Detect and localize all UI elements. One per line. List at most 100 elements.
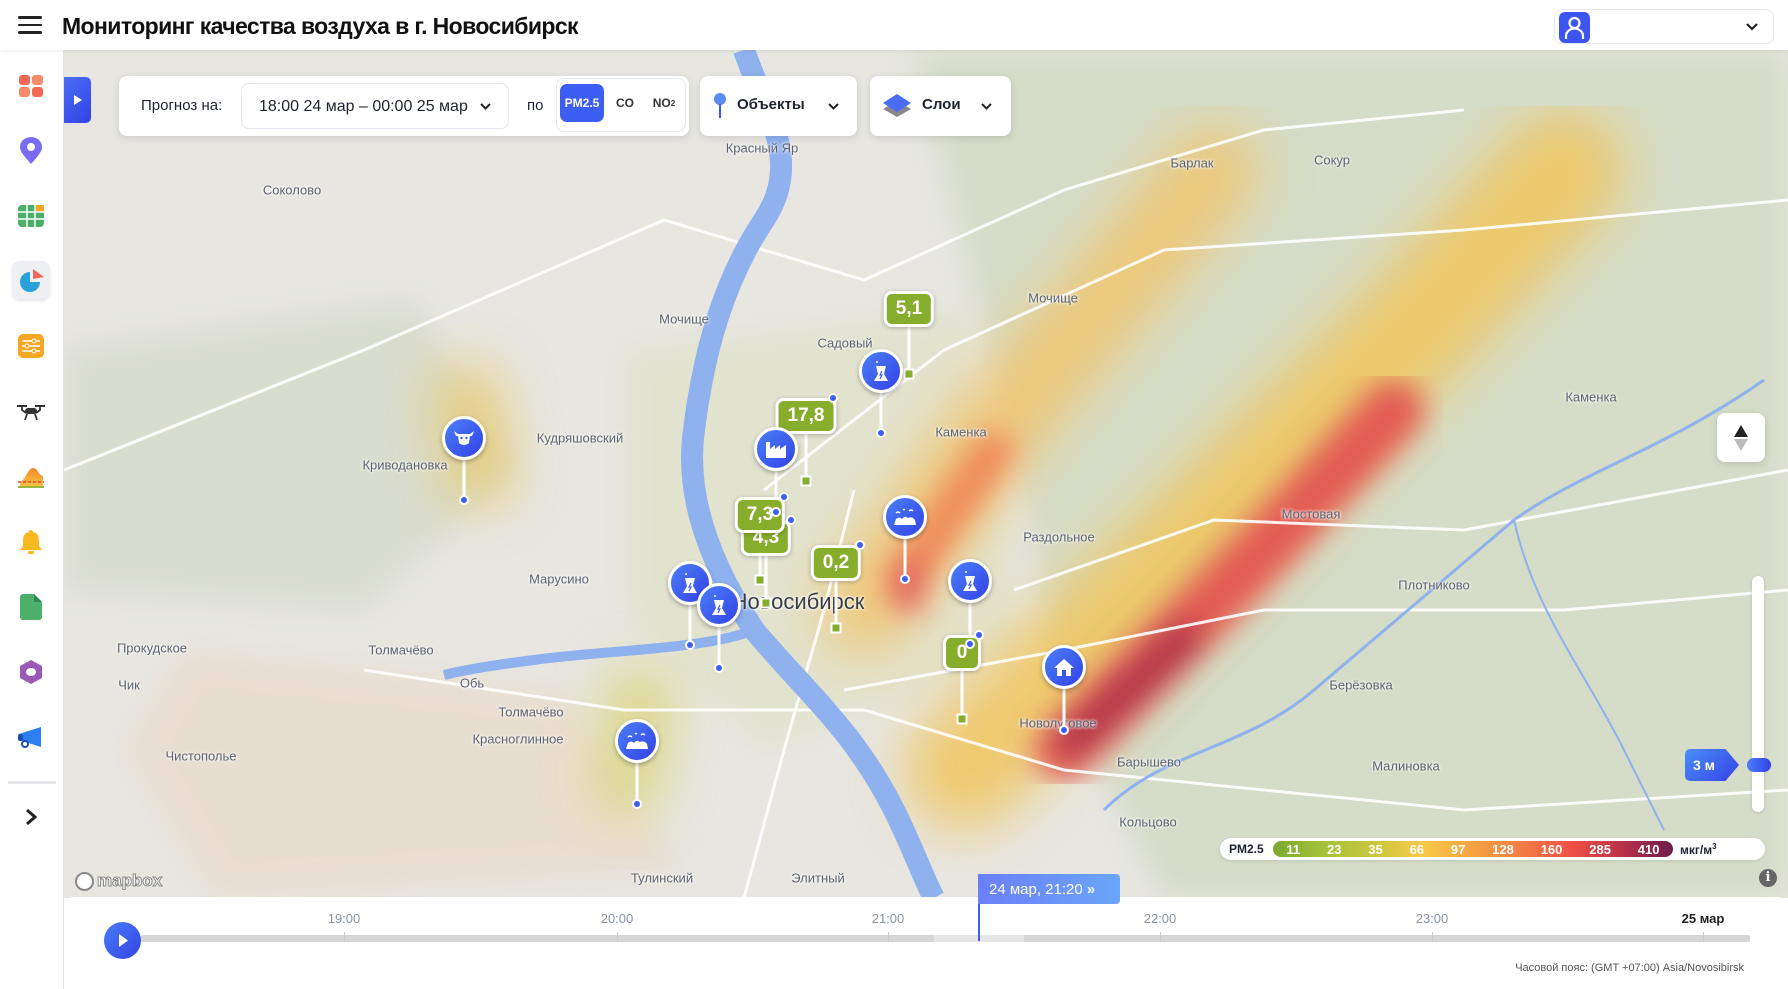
height-slider-handle[interactable] xyxy=(1747,758,1771,772)
sidebar-item-notifications[interactable] xyxy=(12,718,50,756)
sensor-marker[interactable] xyxy=(800,475,812,487)
timeline-cursor[interactable] xyxy=(978,897,980,941)
page-title: Мониторинг качества воздуха в г. Новосиб… xyxy=(62,13,579,39)
legend-unit: мкг/м3 xyxy=(1680,842,1717,857)
sensor-marker[interactable] xyxy=(830,622,842,634)
sidebar-item-objects[interactable] xyxy=(12,653,50,691)
legend-stop: 410 xyxy=(1637,841,1660,857)
pin-anchor xyxy=(965,639,975,649)
sidebar-item-analytics[interactable] xyxy=(12,261,50,299)
pollutant-no2-button[interactable]: NO 2 xyxy=(652,96,676,110)
area-chart-icon xyxy=(18,468,44,488)
map-label: Элитный xyxy=(791,870,845,886)
timezone-label: Часовой пояс: (GMT +07:00) Asia/Novosibi… xyxy=(1515,962,1744,974)
sensor-location-dot[interactable] xyxy=(779,492,789,502)
map-label: Барышево xyxy=(1117,754,1181,770)
cow-icon xyxy=(454,431,474,445)
pollutant-co-button[interactable]: CO xyxy=(616,96,634,110)
source-marker-farm[interactable] xyxy=(442,416,486,460)
period-select[interactable]: 18:00 24 мар – 00:00 25 мар xyxy=(241,83,509,129)
height-badge: 3 м xyxy=(1685,749,1739,781)
sidebar-item-drones[interactable] xyxy=(12,393,50,431)
timeline-tick-label: 20:00 xyxy=(600,911,634,926)
source-marker-house[interactable] xyxy=(1042,645,1086,689)
sidebar-item-chart[interactable] xyxy=(12,458,50,496)
sidebar-item-documents[interactable] xyxy=(12,588,50,626)
source-marker-landfill[interactable] xyxy=(615,719,659,763)
sensor-marker[interactable] xyxy=(760,597,772,609)
chevron-down-icon xyxy=(480,103,491,110)
current-time-badge[interactable]: 24 мар, 21:20 » xyxy=(978,874,1120,904)
mapbox-logo[interactable]: mapbox xyxy=(75,871,163,891)
double-chevron-right-icon: » xyxy=(1086,881,1096,898)
map-label: Плотниково xyxy=(1398,577,1470,593)
sidebar-item-dashboard[interactable] xyxy=(12,67,50,105)
hexagon-icon xyxy=(20,660,42,684)
sensor-marker[interactable] xyxy=(754,574,766,586)
play-button[interactable] xyxy=(104,922,141,959)
sensor-marker[interactable] xyxy=(956,713,968,725)
source-marker-factory[interactable] xyxy=(754,427,798,471)
sensor-marker[interactable] xyxy=(903,368,915,380)
map-label-city: Новосибирск xyxy=(731,589,865,614)
chevron-down-icon xyxy=(828,103,839,110)
map[interactable]: Красный Яр Соколово Барлак Сокур Мочище … xyxy=(64,50,1788,898)
map-base xyxy=(64,50,1788,898)
chevron-right-icon xyxy=(26,808,38,826)
legend-stop: 11 xyxy=(1286,841,1301,857)
sidebar-item-locations[interactable] xyxy=(12,132,50,170)
legend-stop: 128 xyxy=(1492,841,1514,857)
sensor-location-dot[interactable] xyxy=(855,540,865,550)
pollutant-pm25-button[interactable]: PM2.5 xyxy=(560,84,604,122)
sidebar-item-settings[interactable] xyxy=(12,327,50,365)
expand-panel-button[interactable] xyxy=(64,77,91,123)
hamburger-icon[interactable] xyxy=(18,16,42,34)
objects-label: Объекты xyxy=(737,96,805,113)
sidebar-expand-button[interactable] xyxy=(12,798,50,836)
sensor-value[interactable]: 17,8 xyxy=(775,398,837,434)
source-marker-power-plant[interactable] xyxy=(948,559,992,603)
sensor-value[interactable]: 5,1 xyxy=(883,291,935,327)
legend: PM2.5 11 23 35 66 97 128 160 285 410 мкг/м3 xyxy=(1220,838,1765,860)
height-slider[interactable] xyxy=(1752,576,1764,812)
user-menu-dropdown[interactable] xyxy=(1554,9,1774,44)
legend-pollutant: PM2.5 xyxy=(1229,842,1264,856)
layers-dropdown[interactable]: Слои xyxy=(870,76,1011,136)
sensor-value[interactable]: 0,2 xyxy=(810,545,862,581)
pin-anchor xyxy=(1059,725,1069,735)
timeline-tick-label: 19:00 xyxy=(327,911,361,926)
legend-stop: 97 xyxy=(1450,841,1466,857)
timeline-tick-label: 21:00 xyxy=(871,911,905,926)
header: Мониторинг качества воздуха в г. Новосиб… xyxy=(0,0,1788,50)
pin-icon xyxy=(714,93,726,118)
factory-icon xyxy=(766,442,786,458)
pin-anchor xyxy=(876,428,886,438)
sensor-value[interactable]: 0 xyxy=(943,635,981,671)
user-icon xyxy=(1559,12,1590,43)
sensor-value[interactable]: 7,3 xyxy=(734,497,786,533)
map-label: Толмачёво xyxy=(368,642,434,658)
landfill-icon xyxy=(626,732,648,749)
map-label: Барлак xyxy=(1170,155,1214,171)
table-icon xyxy=(18,205,44,227)
legend-stop: 285 xyxy=(1589,841,1611,857)
dashboard-icon xyxy=(19,75,43,97)
timeline-tick-label: 23:00 xyxy=(1415,911,1449,926)
sensor-location-dot[interactable] xyxy=(828,393,838,403)
compass-button[interactable] xyxy=(1717,413,1765,462)
power-plant-icon xyxy=(874,361,888,381)
power-plant-icon xyxy=(712,595,726,615)
sliders-icon xyxy=(18,334,44,358)
objects-dropdown[interactable]: Объекты xyxy=(700,76,857,136)
sidebar-item-table[interactable] xyxy=(12,197,50,235)
sensor-location-dot[interactable] xyxy=(974,630,984,640)
source-marker-landfill[interactable] xyxy=(883,495,927,539)
document-icon xyxy=(20,594,42,620)
sidebar-item-alerts[interactable] xyxy=(12,523,50,561)
sensor-location-dot[interactable] xyxy=(786,515,796,525)
source-marker-power-plant[interactable] xyxy=(697,583,741,627)
source-marker-power-plant[interactable] xyxy=(859,349,903,393)
info-icon[interactable]: i xyxy=(1759,869,1777,887)
map-label: Чистополье xyxy=(165,748,237,764)
map-label: Каменка xyxy=(1565,389,1617,405)
